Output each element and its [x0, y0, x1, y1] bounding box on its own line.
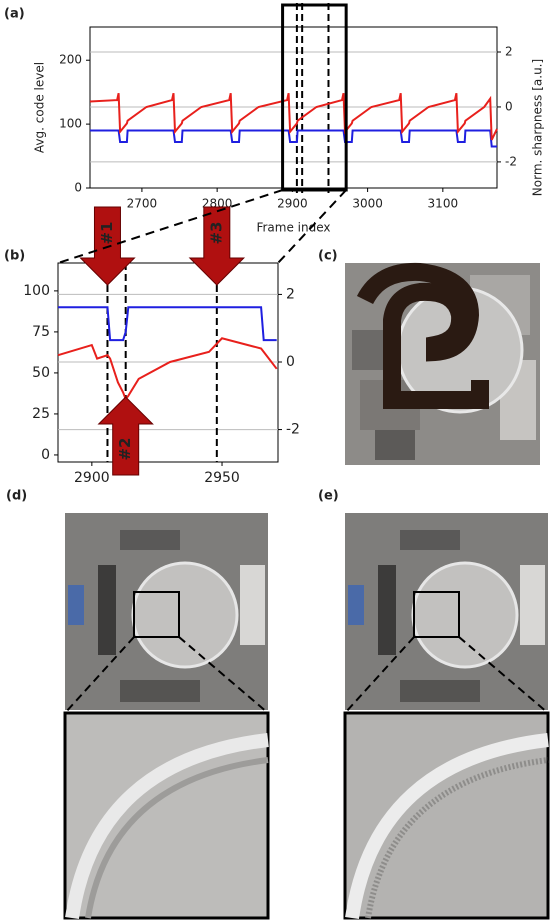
- y-tick-label: 50: [32, 365, 50, 381]
- photo-c: [345, 262, 540, 465]
- y2-axis-label: Norm. sharpness [a.u.]: [531, 59, 545, 196]
- data-line: [89, 92, 498, 141]
- arrow-label: #2: [116, 437, 134, 460]
- y-tick-label: 75: [32, 324, 50, 340]
- x-axis-label: Frame index: [256, 221, 330, 235]
- y2-tick-label: 0: [286, 354, 295, 370]
- x-tick-label: 3000: [352, 197, 383, 211]
- y-tick-label: 0: [74, 181, 82, 195]
- y-tick-label: 100: [23, 283, 50, 299]
- panel-label: (c): [318, 249, 338, 264]
- data-line: [90, 129, 497, 148]
- photo-d: [63, 513, 270, 920]
- data-line: [57, 337, 278, 402]
- y2-tick-label: 2: [286, 286, 295, 302]
- y2-tick-label: 2: [505, 45, 513, 59]
- y-tick-label: 25: [32, 406, 50, 422]
- photo-e: [343, 513, 550, 920]
- zoom-link: [57, 189, 283, 264]
- y-tick-label: 0: [41, 447, 50, 463]
- panel-label: (a): [4, 7, 25, 22]
- panel-label: (b): [4, 249, 25, 264]
- zoom-box: [281, 3, 348, 192]
- arrow: [188, 206, 246, 286]
- y2-tick-label: -2: [286, 422, 300, 438]
- zoom-link: [277, 189, 347, 264]
- data-line: [58, 306, 277, 342]
- arrow-label: #3: [207, 221, 225, 244]
- x-tick-label: 2700: [127, 197, 158, 211]
- x-tick-label: 3100: [428, 197, 459, 211]
- y-tick-label: 200: [59, 53, 82, 67]
- x-tick-label: 2900: [277, 197, 308, 211]
- y2-tick-label: -2: [505, 154, 517, 168]
- y-axis-label: Avg. code level: [33, 62, 47, 153]
- x-tick-label: 2900: [74, 470, 110, 486]
- arrow: [97, 396, 154, 476]
- x-tick-label: 2950: [204, 470, 240, 486]
- plot-area: [89, 26, 498, 189]
- arrow-label: #1: [98, 221, 116, 244]
- y-tick-label: 100: [59, 117, 82, 131]
- y2-tick-label: 0: [505, 99, 513, 113]
- panel-label: (d): [6, 489, 27, 504]
- panel-label: (e): [318, 489, 339, 504]
